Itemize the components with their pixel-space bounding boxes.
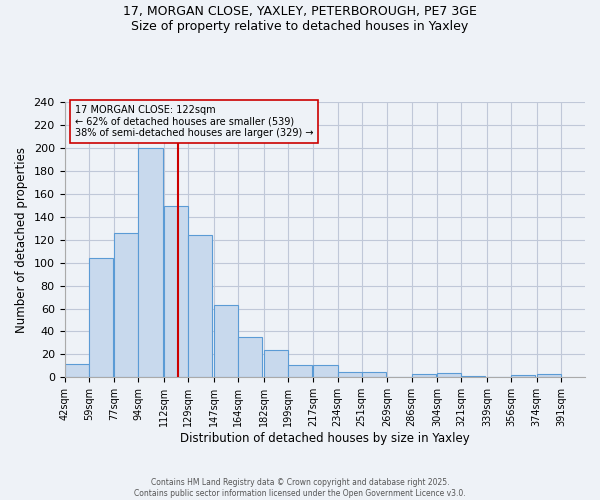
Bar [238,337,262,378]
Bar [362,372,386,378]
Bar [89,258,113,378]
Bar [412,374,436,378]
Bar [214,305,238,378]
Bar [461,376,485,378]
Text: 17, MORGAN CLOSE, YAXLEY, PETERBOROUGH, PE7 3GE
Size of property relative to det: 17, MORGAN CLOSE, YAXLEY, PETERBOROUGH, … [123,5,477,33]
Bar [139,148,163,378]
Text: Contains HM Land Registry data © Crown copyright and database right 2025.
Contai: Contains HM Land Registry data © Crown c… [134,478,466,498]
X-axis label: Distribution of detached houses by size in Yaxley: Distribution of detached houses by size … [180,432,470,445]
Y-axis label: Number of detached properties: Number of detached properties [15,146,28,332]
Bar [65,364,89,378]
Bar [437,373,461,378]
Bar [511,375,535,378]
Bar [288,364,312,378]
Text: 17 MORGAN CLOSE: 122sqm
← 62% of detached houses are smaller (539)
38% of semi-d: 17 MORGAN CLOSE: 122sqm ← 62% of detache… [75,105,313,138]
Bar [114,233,139,378]
Bar [164,206,188,378]
Bar [536,374,561,378]
Bar [338,372,362,378]
Bar [188,235,212,378]
Bar [263,350,288,378]
Bar [313,364,338,378]
